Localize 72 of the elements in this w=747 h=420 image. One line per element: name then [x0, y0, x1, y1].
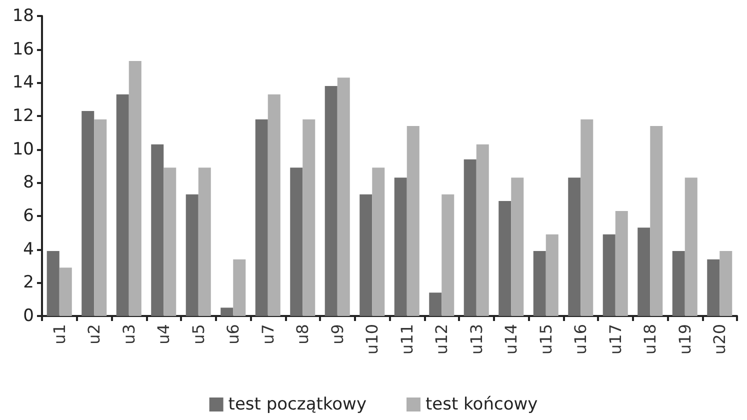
- bar: [429, 292, 442, 316]
- x-tick-label: u18: [640, 324, 660, 354]
- bar: [164, 168, 176, 316]
- x-tick-label: u14: [502, 324, 521, 354]
- bar: [233, 259, 246, 316]
- bar: [198, 168, 211, 316]
- x-tick-label: u3: [119, 324, 138, 344]
- bar: [128, 61, 142, 316]
- y-tick-label: 12: [12, 106, 34, 126]
- bar: [268, 94, 280, 316]
- x-tick-label: u17: [606, 324, 625, 354]
- bar: [186, 194, 198, 316]
- bar: [442, 194, 454, 316]
- x-tick-label: u11: [397, 324, 416, 354]
- bar: [255, 119, 268, 316]
- bar: [116, 94, 129, 316]
- y-tick-label: 16: [12, 39, 34, 60]
- x-tick-label: u12: [432, 324, 452, 354]
- bar: [151, 144, 164, 316]
- bar: [372, 168, 385, 316]
- bar: [360, 194, 372, 316]
- bar: [59, 268, 72, 316]
- y-tick-label: 4: [23, 239, 34, 260]
- bar: [615, 211, 628, 316]
- y-tick-label: 0: [23, 306, 34, 326]
- bar: [498, 201, 512, 316]
- bar: [638, 228, 650, 316]
- y-tick-label: 6: [23, 206, 34, 226]
- bar: [302, 119, 316, 316]
- bar: [337, 78, 350, 316]
- bar: [650, 126, 663, 316]
- bar: [220, 308, 234, 316]
- bar: [290, 168, 303, 316]
- bar: [406, 126, 420, 316]
- bar: [720, 251, 732, 316]
- x-tick-label: u2: [84, 324, 104, 344]
- bar: [568, 178, 581, 316]
- bar: [394, 178, 407, 316]
- bar: [672, 251, 685, 316]
- bar: [580, 119, 594, 316]
- x-tick-label: u15: [536, 324, 556, 354]
- y-tick-label: 14: [12, 72, 34, 93]
- x-tick-label: u13: [466, 324, 486, 354]
- bar: [546, 234, 558, 316]
- bar: [46, 251, 60, 316]
- x-tick-label: u9: [328, 324, 347, 344]
- bar: [684, 178, 698, 316]
- y-tick-label: 10: [12, 139, 34, 160]
- x-tick-label: u6: [224, 324, 243, 344]
- x-tick-label: u8: [293, 324, 312, 344]
- bar: [464, 159, 476, 316]
- bar: [324, 86, 338, 316]
- y-tick-label: 18: [12, 6, 34, 26]
- x-tick-label: u20: [710, 324, 730, 354]
- y-tick-label: 8: [23, 172, 34, 193]
- x-tick-label: u16: [571, 324, 590, 354]
- x-tick-label: u1: [50, 324, 69, 344]
- bar: [602, 234, 616, 316]
- x-tick-label: u7: [258, 324, 278, 344]
- bar: [94, 119, 107, 316]
- x-tick-label: u5: [188, 324, 208, 344]
- bar: [82, 111, 94, 316]
- bar: [511, 178, 524, 316]
- y-tick-label: 2: [23, 272, 34, 293]
- legend-label: test końcowy: [426, 394, 538, 414]
- legend-label: test początkowy: [228, 394, 367, 414]
- x-tick-label: u10: [362, 324, 382, 354]
- x-tick-label: u19: [675, 324, 694, 354]
- bar: [476, 144, 489, 316]
- x-tick-label: u4: [154, 324, 174, 344]
- bar: [707, 259, 720, 316]
- bar: [533, 251, 546, 316]
